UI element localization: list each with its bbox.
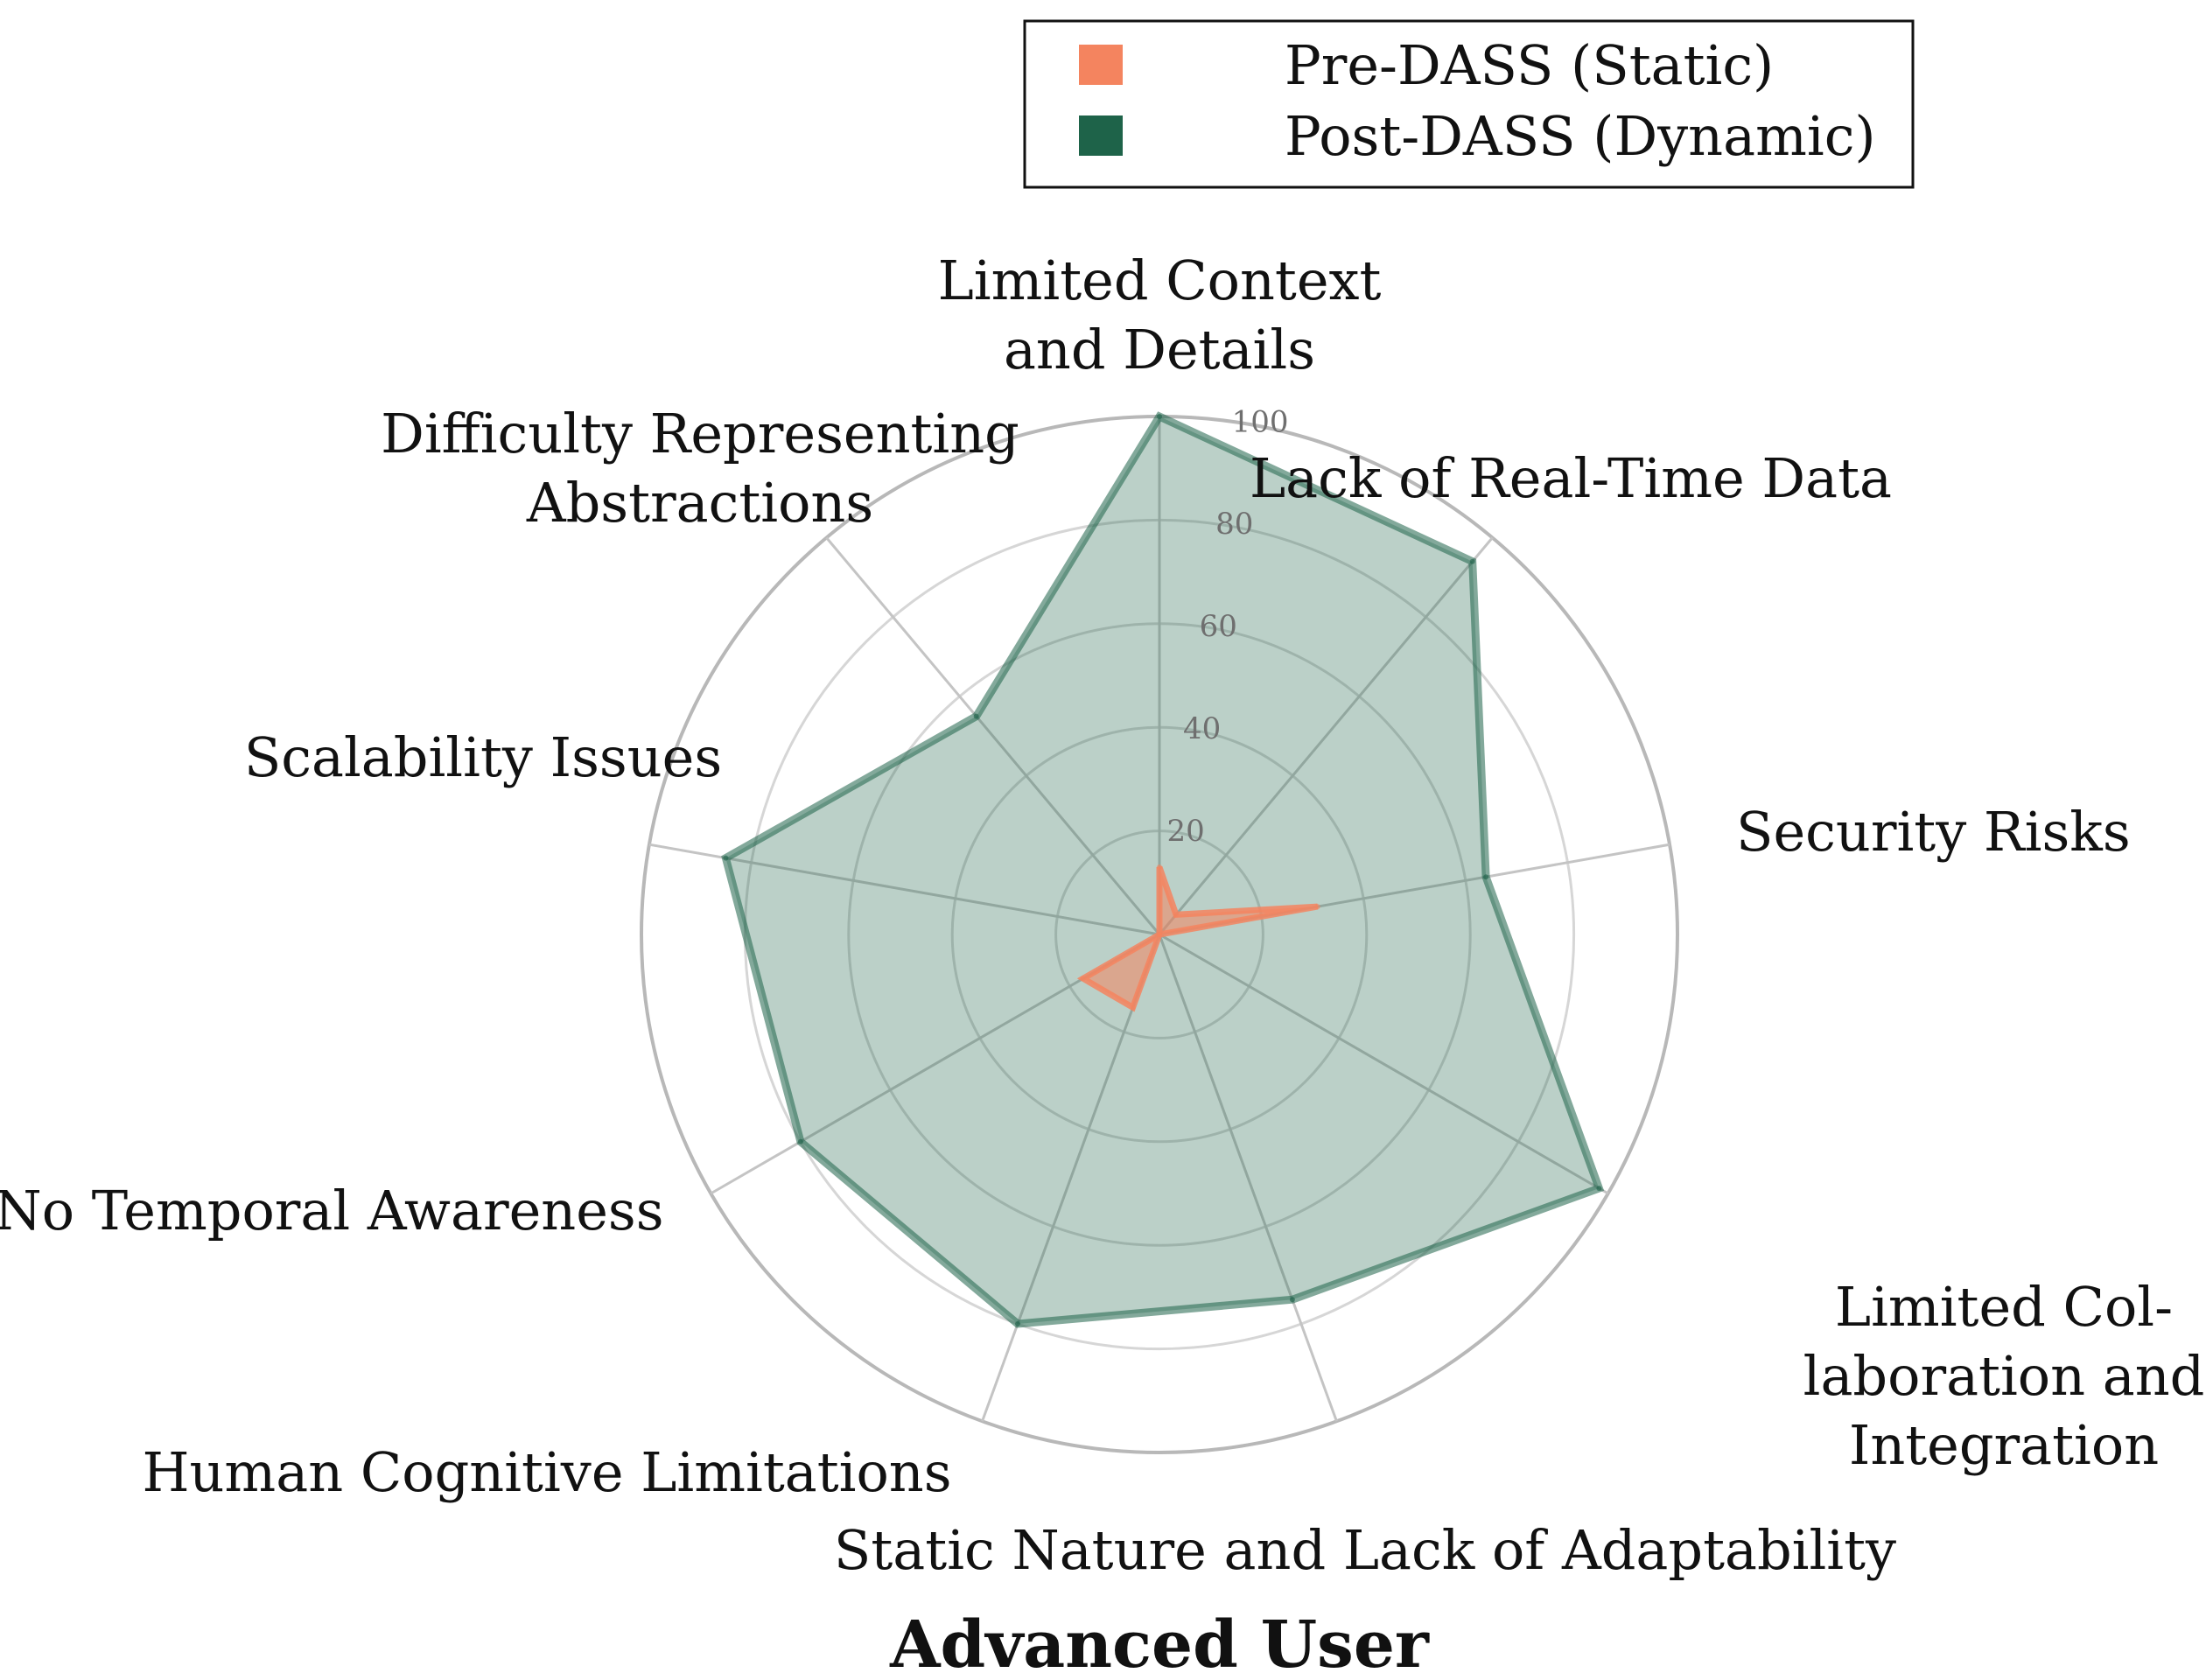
data-point-post-7 (723, 855, 729, 861)
category-label-3-line-0: Limited Col- (1835, 1275, 2173, 1339)
rtick-label-100: 100 (1232, 404, 1289, 439)
data-point-pre-0 (1157, 864, 1162, 870)
data-point-post-3 (1596, 1186, 1602, 1192)
spoke-7 (648, 843, 1160, 936)
data-point-post-2 (1483, 874, 1489, 880)
data-point-pre-5 (1130, 1004, 1136, 1011)
category-label-6-line-0: No Temporal Awareness (0, 1179, 664, 1242)
radar-series (721, 411, 1605, 1328)
category-label-8-line-1: Abstractions (526, 471, 873, 535)
legend-label-pre-dass: Pre-DASS (Static) (1285, 33, 1774, 97)
spoke-5 (981, 934, 1161, 1422)
category-label-1: Lack of Real-Time Data (1250, 446, 1892, 510)
category-label-8-line-0: Difficulty Representing (381, 402, 1019, 466)
data-point-pre-1 (1173, 912, 1179, 918)
category-labels: Limited Context and Details Lack of Real-T… (0, 248, 2204, 1582)
category-label-7: Scalability Issues (244, 725, 722, 789)
data-point-post-0 (1157, 414, 1162, 419)
spoke-3 (1159, 933, 1609, 1195)
chart-title: Advanced User (889, 1607, 1430, 1680)
spoke-8 (825, 536, 1161, 935)
category-label-5: Human Cognitive Limitations (142, 1440, 951, 1504)
rtick-label-40: 40 (1183, 711, 1221, 746)
category-label-3: Limited Col-laboration and Integration (1803, 1275, 2205, 1477)
data-point-post-8 (973, 713, 979, 719)
category-label-0: Limited Context and Details (938, 248, 1382, 382)
category-label-7-line-0: Scalability Issues (244, 725, 722, 789)
legend-label-post-dass: Post-DASS (Dynamic) (1285, 104, 1876, 168)
category-label-4: Static Nature and Lack of Adaptability (834, 1518, 1896, 1582)
legend: Pre-DASS (Static) Post-DASS (Dynamic) (1023, 19, 1915, 189)
data-point-post-1 (1469, 558, 1475, 564)
rtick-label-20: 20 (1167, 814, 1205, 849)
rtick-label-60: 60 (1200, 609, 1237, 644)
data-point-pre-6 (1080, 976, 1086, 982)
category-label-5-line-0: Human Cognitive Limitations (142, 1440, 951, 1504)
data-point-pre-8 (1157, 932, 1162, 937)
category-label-0-line-0: Limited Context (938, 248, 1382, 312)
rtick-label-80: 80 (1215, 507, 1253, 542)
category-label-8: Difficulty Representing Abstractions (381, 402, 1019, 535)
legend-swatch-post-dass (1079, 116, 1123, 156)
radial-tick-labels: 20 40 60 80 100 (1167, 404, 1289, 849)
data-point-post-5 (1015, 1321, 1020, 1326)
category-label-2: Security Risks (1736, 800, 2131, 864)
category-label-0-line-1: and Details (1004, 318, 1315, 382)
legend-frame (1023, 19, 1915, 189)
series-area-pre-dass (1076, 865, 1319, 1012)
data-point-pre-2 (1314, 904, 1320, 910)
category-label-6: No Temporal Awareness (0, 1179, 664, 1242)
category-label-4-line-0: Static Nature and Lack of Adaptability (834, 1518, 1896, 1582)
spoke-1 (1158, 536, 1494, 935)
category-label-2-line-0: Security Risks (1736, 800, 2131, 864)
category-label-1-line-0: Lack of Real-Time Data (1250, 446, 1892, 510)
category-label-3-line-2: Integration (1849, 1413, 2159, 1477)
spoke-4 (1158, 934, 1338, 1422)
data-point-post-6 (797, 1138, 803, 1144)
data-point-post-4 (1289, 1297, 1295, 1303)
category-label-3-line-1: laboration and (1803, 1344, 2205, 1408)
legend-swatch-pre-dass (1079, 45, 1123, 85)
